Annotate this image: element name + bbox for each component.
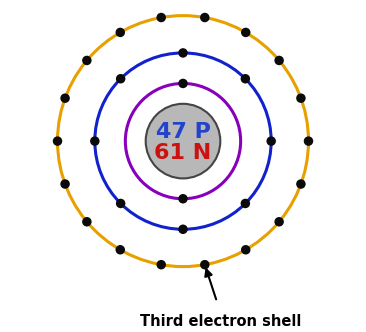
Circle shape: [60, 179, 70, 189]
Circle shape: [178, 224, 188, 234]
Circle shape: [240, 199, 250, 208]
Circle shape: [178, 194, 188, 204]
Circle shape: [116, 245, 125, 255]
Circle shape: [241, 245, 250, 255]
Text: 61 N: 61 N: [154, 143, 212, 163]
Circle shape: [116, 28, 125, 37]
Circle shape: [241, 28, 250, 37]
Circle shape: [60, 93, 70, 103]
Circle shape: [274, 56, 284, 65]
Circle shape: [178, 79, 188, 88]
Circle shape: [296, 93, 306, 103]
Circle shape: [296, 179, 306, 189]
Circle shape: [156, 13, 166, 22]
Circle shape: [200, 13, 210, 22]
Text: 47 P: 47 P: [156, 122, 210, 142]
Circle shape: [90, 136, 100, 146]
Circle shape: [116, 199, 126, 208]
Circle shape: [82, 217, 92, 226]
Circle shape: [53, 136, 62, 146]
Circle shape: [240, 74, 250, 84]
Circle shape: [266, 136, 276, 146]
Circle shape: [82, 56, 92, 65]
Circle shape: [146, 104, 220, 178]
Circle shape: [200, 260, 210, 270]
Circle shape: [274, 217, 284, 226]
Text: Third electron shell: Third electron shell: [140, 314, 301, 329]
Circle shape: [116, 74, 126, 84]
Circle shape: [156, 260, 166, 270]
Circle shape: [178, 48, 188, 58]
Circle shape: [304, 136, 313, 146]
